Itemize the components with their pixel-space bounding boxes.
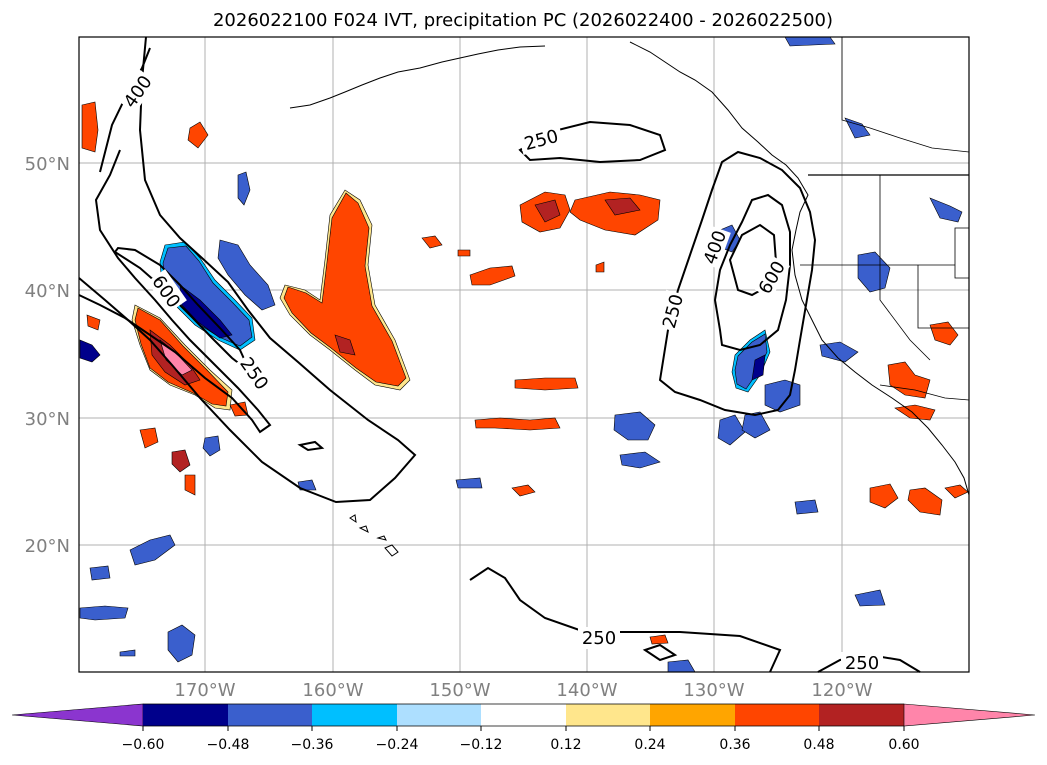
contour-labels: 400 250 600 250 400 250 600 250 250 xyxy=(117,69,883,674)
colorbar-tick: −0.36 xyxy=(291,737,334,753)
lat-label-20n: 20°N xyxy=(25,536,70,557)
lon-label-120w: 120°W xyxy=(811,680,872,701)
lat-label-50n: 50°N xyxy=(25,154,70,175)
map-title: 2026022100 F024 IVT, precipitation PC (2… xyxy=(213,10,833,31)
colorbar-tick: 0.24 xyxy=(634,737,665,753)
colorbar-segment xyxy=(481,704,566,726)
colorbar-segment xyxy=(228,704,312,726)
colorbar-tick: 0.36 xyxy=(719,737,750,753)
contour-label-250: 250 xyxy=(582,628,616,649)
colorbar-extend-low xyxy=(11,703,144,727)
longitude-labels: 170°W 160°W 150°W 140°W 130°W 120°W xyxy=(174,680,872,701)
negative-anomalies xyxy=(79,36,963,673)
lon-label-140w: 140°W xyxy=(556,680,617,701)
colorbar-segment xyxy=(143,704,228,726)
colorbar-segment xyxy=(819,704,904,726)
colorbar-segment xyxy=(312,704,397,726)
lon-label-130w: 130°W xyxy=(683,680,744,701)
colorbar-tick: −0.60 xyxy=(122,737,165,753)
lat-label-30n: 30°N xyxy=(25,409,70,430)
colorbar-tick: −0.48 xyxy=(207,737,250,753)
colorbar-segment xyxy=(650,704,735,726)
latitude-labels: 50°N 40°N 30°N 20°N xyxy=(25,154,70,557)
colorbar: −0.60 −0.48 −0.36 −0.24 −0.12 0.12 0.24 … xyxy=(11,703,1036,753)
colorbar-tick: 0.60 xyxy=(888,737,919,753)
lon-label-160w: 160°W xyxy=(302,680,363,701)
contour-label-250: 250 xyxy=(845,653,879,674)
lon-label-150w: 150°W xyxy=(429,680,490,701)
colorbar-tick: −0.12 xyxy=(460,737,503,753)
coastlines xyxy=(289,37,970,557)
colorbar-tick: 0.12 xyxy=(550,737,581,753)
lon-label-170w: 170°W xyxy=(174,680,235,701)
colorbar-extend-high xyxy=(903,703,1036,727)
colorbar-tick: 0.48 xyxy=(803,737,834,753)
colorbar-segment xyxy=(566,704,650,726)
colorbar-tick: −0.24 xyxy=(376,737,419,753)
lat-label-40n: 40°N xyxy=(25,281,70,302)
map-frame xyxy=(78,36,970,673)
map-panel: 400 250 600 250 400 250 600 250 250 xyxy=(78,36,970,674)
colorbar-segment xyxy=(735,704,819,726)
colorbar-segment xyxy=(397,704,481,726)
